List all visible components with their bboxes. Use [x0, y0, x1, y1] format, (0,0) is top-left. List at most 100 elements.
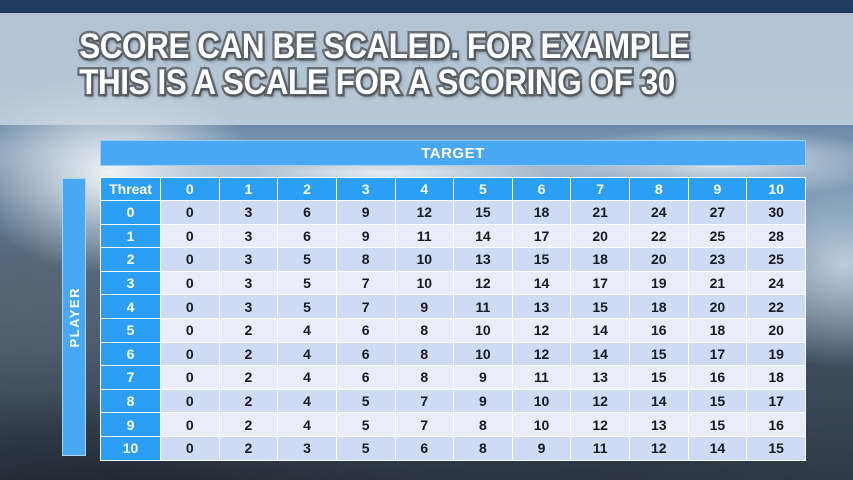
score-cell: 2 — [218, 317, 279, 343]
score-cell: 17 — [511, 223, 572, 249]
target-column-header-3: 3 — [335, 177, 396, 201]
target-column-header-9: 9 — [687, 177, 748, 201]
score-cell: 0 — [160, 247, 220, 272]
player-axis-header: PLAYER — [62, 178, 86, 456]
score-cell: 21 — [687, 270, 748, 296]
table-row: 9 0 2 4 5 7 8 10 12 13 15 16 — [100, 412, 806, 437]
score-cell: 20 — [629, 247, 689, 272]
score-cell: 25 — [687, 223, 748, 249]
score-cell: 25 — [746, 247, 806, 272]
score-cell: 9 — [453, 365, 513, 390]
score-cell: 13 — [453, 247, 513, 272]
target-axis-label: TARGET — [421, 144, 485, 162]
target-column-header-10: 10 — [746, 177, 806, 201]
score-cell: 15 — [511, 247, 572, 272]
player-row-header-2: 2 — [100, 247, 161, 272]
score-cell: 12 — [453, 270, 513, 296]
score-cell: 4 — [277, 341, 337, 367]
target-column-header-0: 0 — [160, 177, 220, 201]
score-cell: 0 — [160, 341, 220, 367]
player-row-header-5: 5 — [100, 317, 161, 343]
score-cell: 21 — [570, 200, 630, 225]
score-cell: 2 — [218, 365, 279, 390]
score-cell: 10 — [511, 412, 572, 437]
score-cell: 12 — [570, 412, 630, 437]
table-row: 1 0 3 6 9 11 14 17 20 22 25 28 — [100, 223, 806, 249]
target-column-header-5: 5 — [453, 177, 513, 201]
score-cell: 22 — [629, 223, 689, 249]
score-cell: 9 — [335, 223, 396, 249]
score-cell: 2 — [218, 412, 279, 437]
score-cell: 7 — [394, 388, 455, 414]
score-cell: 6 — [277, 200, 337, 225]
table-row: 10 0 2 3 5 6 8 9 11 12 14 15 — [100, 435, 806, 461]
score-cell: 16 — [687, 365, 748, 390]
score-cell: 15 — [629, 365, 689, 390]
target-column-header-1: 1 — [218, 177, 279, 201]
player-row-header-7: 7 — [100, 365, 161, 390]
score-cell: 2 — [218, 341, 279, 367]
score-cell: 11 — [570, 435, 630, 461]
score-cell: 15 — [453, 200, 513, 225]
score-cell: 23 — [687, 247, 748, 272]
score-cell: 10 — [394, 270, 455, 296]
score-cell: 0 — [160, 223, 220, 249]
score-cell: 12 — [570, 388, 630, 414]
score-cell: 13 — [629, 412, 689, 437]
score-cell: 3 — [218, 247, 279, 272]
score-cell: 4 — [277, 365, 337, 390]
score-cell: 24 — [629, 200, 689, 225]
score-cell: 5 — [277, 247, 337, 272]
player-axis-label: PLAYER — [66, 286, 82, 348]
score-cell: 8 — [335, 247, 396, 272]
score-cell: 3 — [218, 294, 279, 319]
score-cell: 12 — [394, 200, 455, 225]
table-row: 8 0 2 4 5 7 9 10 12 14 15 17 — [100, 388, 806, 414]
target-column-header-6: 6 — [511, 177, 572, 201]
player-row-header-8: 8 — [100, 388, 161, 414]
player-row-header-6: 6 — [100, 341, 161, 367]
score-cell: 16 — [629, 317, 689, 343]
score-cell: 10 — [511, 388, 572, 414]
score-cell: 18 — [746, 365, 806, 390]
score-cell: 24 — [746, 270, 806, 296]
score-cell: 5 — [335, 435, 396, 461]
score-cell: 15 — [570, 294, 630, 319]
score-cell: 10 — [453, 341, 513, 367]
player-row-header-4: 4 — [100, 294, 161, 319]
score-cell: 14 — [453, 223, 513, 249]
player-row-header-10: 10 — [100, 435, 161, 461]
score-cell: 12 — [629, 435, 689, 461]
score-cell: 19 — [746, 341, 806, 367]
score-cell: 2 — [218, 388, 279, 414]
score-cell: 10 — [394, 247, 455, 272]
score-cell: 13 — [511, 294, 572, 319]
table-row: 6 0 2 4 6 8 10 12 14 15 17 19 — [100, 341, 806, 367]
score-cell: 8 — [453, 435, 513, 461]
score-cell: 0 — [160, 388, 220, 414]
score-cell: 19 — [629, 270, 689, 296]
score-cell: 20 — [746, 317, 806, 343]
score-cell: 3 — [218, 223, 279, 249]
slide-title: SCORE CAN BE SCALED. FOR EXAMPLE THIS IS… — [0, 13, 768, 103]
score-cell: 20 — [570, 223, 630, 249]
score-cell: 28 — [746, 223, 806, 249]
score-cell: 9 — [453, 388, 513, 414]
score-cell: 8 — [394, 317, 455, 343]
score-cell: 15 — [746, 435, 806, 461]
score-cell: 20 — [687, 294, 748, 319]
score-cell: 14 — [511, 270, 572, 296]
score-cell: 7 — [335, 294, 396, 319]
score-cell: 27 — [687, 200, 748, 225]
score-cell: 15 — [687, 388, 748, 414]
table-row: 7 0 2 4 6 8 9 11 13 15 16 18 — [100, 365, 806, 390]
score-cell: 12 — [511, 317, 572, 343]
score-cell: 0 — [160, 317, 220, 343]
score-cell: 12 — [511, 341, 572, 367]
score-cell: 11 — [394, 223, 455, 249]
score-cell: 6 — [277, 223, 337, 249]
score-cell: 6 — [335, 317, 396, 343]
score-cell: 15 — [629, 341, 689, 367]
score-cell: 0 — [160, 365, 220, 390]
score-cell: 18 — [629, 294, 689, 319]
